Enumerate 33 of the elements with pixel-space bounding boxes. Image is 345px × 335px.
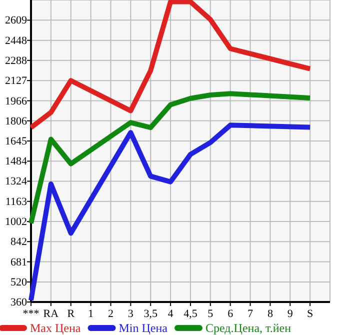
y-tick-label: 1324	[5, 176, 28, 188]
y-tick-label: 2448	[5, 34, 28, 47]
x-tick-label: 6	[228, 308, 234, 320]
y-tick-label: 1002	[5, 216, 27, 228]
x-tick-label: 3	[128, 308, 134, 320]
legend-label: Сред.Цена, т.йен	[206, 321, 292, 335]
x-tick-label: 2	[108, 308, 114, 320]
y-tick-label: 681	[10, 256, 27, 268]
x-tick-label: 4,5	[184, 308, 198, 320]
legend-label: Min Цена	[118, 321, 168, 335]
y-tick-label: 520	[10, 276, 28, 288]
y-tick-label: 2609	[5, 14, 28, 27]
x-tick-label: 4	[168, 308, 174, 320]
y-tick-label: 1966	[5, 95, 28, 108]
legend-label: Max Цена	[30, 321, 82, 335]
y-tick-label: 360	[10, 296, 28, 309]
y-tick-label: 1645	[5, 135, 28, 148]
x-tick-label: R	[67, 308, 76, 320]
x-tick-label: 8	[267, 308, 274, 320]
y-tick-label: 1806	[5, 115, 28, 128]
x-tick-label: 9	[287, 308, 294, 320]
x-tick-label: S	[307, 308, 314, 320]
x-tick-label: 3,5	[144, 308, 158, 320]
x-tick-label: 7	[248, 308, 254, 320]
y-tick-label: 2127	[5, 75, 28, 88]
y-tick-label: 1484	[5, 156, 28, 168]
x-tick-label: ***	[22, 308, 40, 320]
y-tick-label: 1163	[5, 196, 28, 208]
y-tick-label: 842	[10, 236, 27, 248]
x-tick-label: 1	[88, 308, 94, 320]
x-tick-label: 5	[208, 308, 214, 320]
y-tick-label: 2288	[5, 54, 28, 67]
x-tick-label: RA	[43, 308, 59, 320]
